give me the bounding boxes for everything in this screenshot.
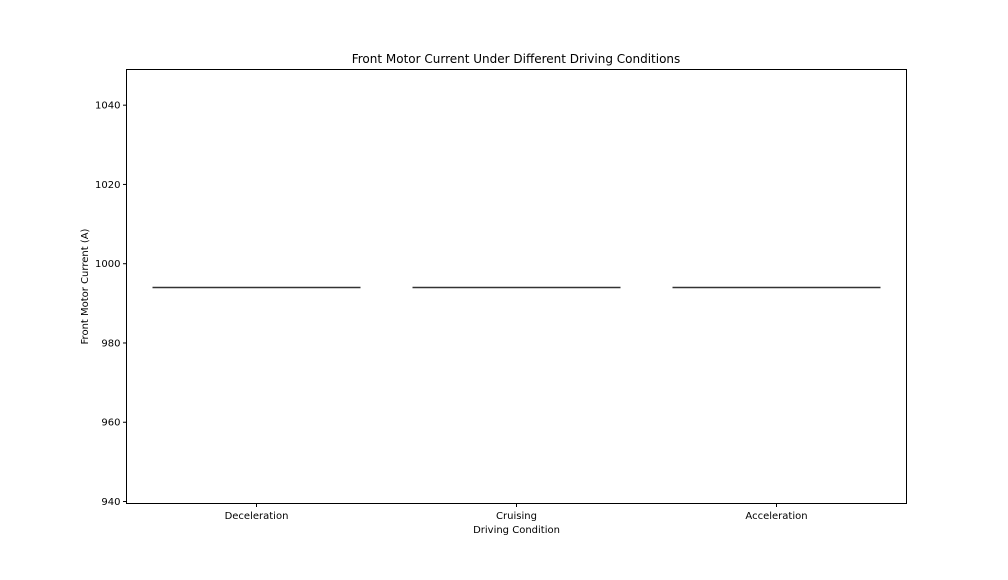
tick-layer: 940 960 980 1000 1020 1040 Deceleration Cruisin…: [95, 101, 808, 522]
x-tick-label: Deceleration: [225, 511, 289, 522]
y-tick-label: 960: [101, 418, 120, 429]
y-tick-label: 980: [101, 338, 120, 349]
x-tick-label: Acceleration: [745, 511, 807, 522]
y-tick-label: 1000: [95, 259, 120, 270]
y-tick-label: 1040: [95, 101, 120, 112]
y-axis-label: Front Motor Current (A): [80, 228, 91, 344]
x-tick-label: Cruising: [496, 511, 537, 522]
x-axis-label: Driving Condition: [473, 525, 560, 536]
y-tick-label: 1020: [95, 180, 120, 191]
plot-area-frame: [126, 69, 907, 504]
y-tick-label: 940: [101, 497, 120, 508]
chart-title: Front Motor Current Under Different Driv…: [352, 52, 681, 66]
